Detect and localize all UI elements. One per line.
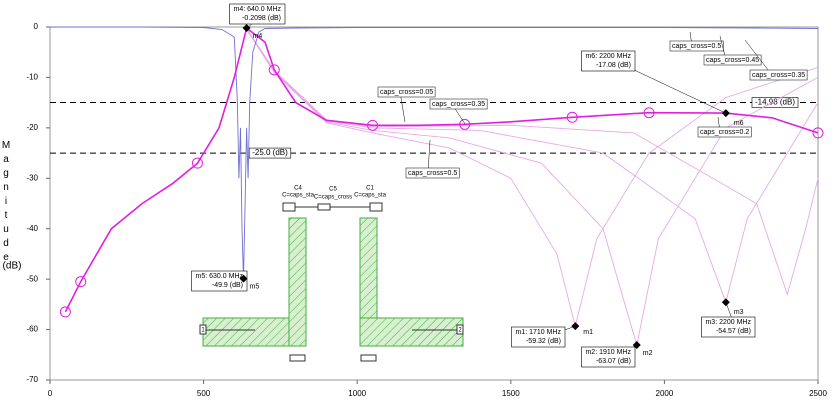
annotation: caps_cross=0.5 xyxy=(408,170,457,177)
marker xyxy=(242,24,251,33)
leader-line xyxy=(427,139,431,174)
marker-label: -0.2098 (dB) xyxy=(242,15,281,22)
data-point xyxy=(75,276,87,288)
y-tick-label: -20 xyxy=(26,123,38,132)
annotation: caps_cross=0.35 xyxy=(752,72,805,79)
marker xyxy=(571,322,580,331)
label-box xyxy=(703,54,762,66)
marker-label-box xyxy=(581,50,636,72)
data-point xyxy=(191,157,203,169)
data-point xyxy=(643,107,655,119)
schematic-label: C5 xyxy=(329,187,337,193)
marker-label: m6: 2200 MHz xyxy=(585,53,631,60)
y-tick-label: -30 xyxy=(26,173,38,182)
label-box xyxy=(697,126,752,138)
marker-label: m2: 1910 MHz xyxy=(585,349,631,356)
annotation: caps_cross=0.2 xyxy=(700,129,749,136)
label-box xyxy=(751,97,799,108)
y-tick-label: 0 xyxy=(34,22,39,31)
label-box xyxy=(669,40,724,52)
label-box xyxy=(377,86,436,98)
x-tick-label: 500 xyxy=(197,389,211,398)
data-point xyxy=(268,64,280,76)
marker-name: m3 xyxy=(734,309,744,316)
marker-label: -17.08 (dB) xyxy=(596,62,631,69)
marker-label: -49.9 (dB) xyxy=(212,282,243,289)
data-point xyxy=(566,111,578,123)
schematic-label: 2 xyxy=(458,328,462,334)
series-line xyxy=(246,28,819,346)
marker-name: m6 xyxy=(734,120,744,127)
label-box xyxy=(429,98,488,110)
y-tick-label: -10 xyxy=(26,73,38,82)
marker-label: -59.32 (dB) xyxy=(526,338,561,345)
x-tick-label: 2500 xyxy=(809,389,827,398)
annotation: caps_cross=0.5 xyxy=(672,43,721,50)
schematic-label: C=caps_sta xyxy=(354,193,387,199)
marker-label-box xyxy=(229,3,286,25)
marker-label: -54.57 (dB) xyxy=(716,328,751,335)
marker xyxy=(239,274,248,283)
annotation: caps_cross=0.05 xyxy=(380,89,433,96)
y-axis-unit: (dB) xyxy=(3,261,22,272)
marker-label-box xyxy=(701,316,756,338)
series-line xyxy=(64,26,819,313)
reference-label: -25.0 (dB) xyxy=(252,148,288,157)
marker-label-box xyxy=(191,270,248,292)
label-box xyxy=(248,147,292,159)
y-tick-label: -50 xyxy=(26,274,38,283)
y-tick-label: -60 xyxy=(26,325,38,334)
y-axis-label: Magnitude xyxy=(1,140,12,266)
series-line xyxy=(246,28,819,304)
marker-label-box xyxy=(511,326,566,348)
marker-label: -63.07 (dB) xyxy=(596,358,631,365)
reference-label: -14.98 (dB) xyxy=(755,98,795,107)
x-tick-label: 2000 xyxy=(656,389,674,398)
data-point xyxy=(367,119,379,131)
annotation: caps_cross=0.45 xyxy=(706,57,759,64)
label-box xyxy=(749,69,808,81)
data-point xyxy=(812,127,824,139)
marker-label: m5: 630.0 MHz xyxy=(196,273,244,280)
marker-label-box xyxy=(581,346,636,368)
schematic xyxy=(199,202,464,362)
marker-label: m1: 1710 MHz xyxy=(515,329,561,336)
schematic-label: C1 xyxy=(366,186,374,192)
x-tick-label: 1500 xyxy=(502,389,520,398)
marker xyxy=(632,341,641,350)
marker-name: m2 xyxy=(643,350,653,357)
annotation: caps_cross=0.35 xyxy=(432,101,485,108)
marker-name: m5 xyxy=(250,283,260,290)
schematic-label: 1 xyxy=(201,328,205,334)
schematic-label: C4 xyxy=(294,186,302,192)
leader-line xyxy=(744,39,773,76)
marker xyxy=(721,298,730,307)
marker-label: m3: 2200 MHz xyxy=(705,319,751,326)
schematic-label: C=caps_cross xyxy=(314,195,352,201)
marker-name: m4 xyxy=(253,33,263,40)
data-point xyxy=(459,118,471,130)
series-line xyxy=(50,26,819,279)
label-box xyxy=(405,167,460,179)
marker xyxy=(721,109,730,118)
schematic-label: C=caps_sta xyxy=(282,193,315,199)
marker-name: m1 xyxy=(583,329,593,336)
x-tick-label: 0 xyxy=(48,389,53,398)
y-tick-label: -70 xyxy=(26,375,38,384)
y-tick-label: -40 xyxy=(26,224,38,233)
marker-label: m4: 640.0 MHz xyxy=(234,6,282,13)
data-point xyxy=(59,306,71,318)
series-line xyxy=(246,28,819,296)
x-tick-label: 1000 xyxy=(348,389,366,398)
